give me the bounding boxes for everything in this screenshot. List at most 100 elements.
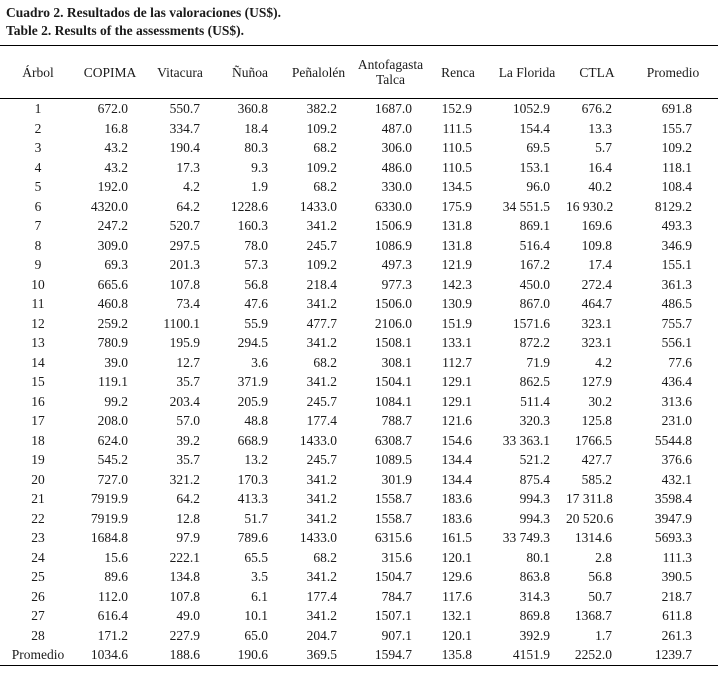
value-cell: 109.2	[661, 140, 692, 155]
value-cell: 129.6	[441, 569, 472, 584]
value-cell: 308.1	[381, 354, 412, 370]
value-cell: 313.6	[661, 393, 692, 409]
table-row: 18 624.0 39.2 668.9 1433.0 6308.7 154.6 33 363.…	[0, 431, 718, 451]
value-cell: 789.6	[237, 530, 268, 545]
value-cell: 203.4	[169, 393, 200, 409]
value-cell: 376.6	[661, 452, 692, 467]
table-row: 23 1684.8 97.9 789.6 1433.0 6315.6 161.5 33 749…	[0, 528, 718, 548]
value-cell: 341.2	[306, 471, 337, 487]
value-cell: 68.2	[313, 140, 337, 155]
value-cell: 55.9	[244, 315, 268, 331]
value-cell: 436.4	[661, 374, 692, 389]
value-cell: 4151.9	[512, 647, 550, 662]
value-cell: 183.6	[441, 491, 472, 506]
value-cell: 17 311.8	[566, 491, 613, 506]
caption-english: Table 2. Results of the assessments (US$…	[6, 22, 245, 38]
value-cell: 121.9	[441, 257, 472, 272]
value-cell: 556.1	[661, 335, 692, 350]
column-header: Promedio	[628, 45, 718, 99]
value-cell: 9.3	[251, 159, 268, 175]
value-cell: 195.9	[169, 335, 200, 350]
value-cell: 68.2	[313, 549, 337, 565]
value-cell: 1766.5	[574, 432, 612, 448]
value-cell: 125.8	[581, 413, 612, 428]
value-cell: 20 520.6	[566, 510, 614, 526]
value-cell: 15.6	[104, 549, 128, 565]
value-cell: 1507.1	[374, 608, 412, 623]
value-cell: 245.7	[306, 237, 337, 253]
value-cell: 1314.6	[574, 530, 612, 545]
value-cell: 51.7	[244, 510, 268, 526]
value-cell: 616.4	[97, 608, 128, 623]
value-cell: 18.4	[244, 120, 268, 136]
value-cell: 1034.6	[90, 647, 128, 662]
value-cell: 177.4	[306, 413, 337, 428]
value-cell: 107.8	[169, 276, 200, 292]
value-cell: 218.4	[306, 276, 337, 292]
table-row: 14 39.0 12.7 3.6 68.2 308.1 112.7 71.9 4.2 77.6	[0, 353, 718, 373]
tree-id-cell: 9	[34, 257, 42, 272]
tree-id-cell: 11	[31, 296, 45, 311]
value-cell: 320.3	[519, 413, 550, 428]
table-row: 1 672.0 550.7 360.8 382.2 1687.0 152.9 1052.9 67…	[0, 99, 718, 119]
value-cell: 231.0	[661, 413, 692, 428]
value-cell: 96.0	[526, 179, 550, 194]
value-cell: 297.5	[169, 237, 200, 253]
value-cell: 154.4	[519, 120, 550, 136]
value-cell: 16.8	[104, 120, 128, 136]
value-cell: 222.1	[169, 549, 200, 565]
value-cell: 2.8	[595, 549, 612, 565]
value-cell: 321.2	[169, 471, 200, 487]
value-cell: 341.2	[306, 374, 337, 389]
value-cell: 99.2	[104, 393, 128, 409]
table-row: 25 89.6 134.8 3.5 341.2 1504.7 129.6 863.8 56.8 3…	[0, 567, 718, 587]
value-cell: 862.5	[519, 374, 550, 389]
value-cell: 247.2	[97, 218, 128, 233]
table-row: 6 4320.0 64.2 1228.6 1433.0 6330.0 175.9 34 551…	[0, 197, 718, 217]
value-cell: 13.2	[244, 452, 268, 467]
value-cell: 7919.9	[90, 491, 128, 506]
table-row: 2 16.8 334.7 18.4 109.2 487.0 111.5 154.4 13.3 15…	[0, 119, 718, 139]
value-cell: 346.9	[661, 237, 692, 253]
value-cell: 1558.7	[374, 491, 412, 506]
value-cell: 361.3	[661, 276, 692, 292]
value-cell: 1684.8	[90, 530, 128, 545]
value-cell: 672.0	[97, 101, 128, 116]
value-cell: 516.4	[519, 237, 550, 253]
tree-id-cell: 22	[31, 510, 45, 526]
value-cell: 110.5	[442, 140, 472, 155]
value-cell: 153.1	[519, 159, 550, 175]
table-row: 24 15.6 222.1 65.5 68.2 315.6 120.1 80.1 2.8 111.…	[0, 548, 718, 568]
value-cell: 188.6	[169, 647, 200, 662]
value-cell: 134.4	[441, 471, 472, 487]
value-cell: 64.2	[176, 198, 200, 214]
value-cell: 382.2	[306, 101, 337, 116]
value-cell: 71.9	[526, 354, 550, 370]
value-cell: 12.7	[176, 354, 200, 370]
value-cell: 109.2	[306, 159, 337, 175]
value-cell: 1.9	[251, 179, 268, 194]
value-cell: 1052.9	[512, 101, 550, 116]
tree-id-cell: 13	[31, 335, 45, 350]
caption-spanish: Cuadro 2. Resultados de las valoraciones…	[6, 5, 282, 20]
value-cell: 1558.7	[374, 510, 412, 526]
value-cell: 3.5	[251, 569, 268, 584]
value-cell: 109.2	[306, 257, 337, 272]
value-cell: 65.0	[244, 627, 268, 643]
value-cell: 245.7	[306, 393, 337, 409]
value-cell: 315.6	[381, 549, 412, 565]
value-cell: 2106.0	[374, 315, 412, 331]
column-header: Árbol	[0, 45, 76, 99]
table-body: 1 672.0 550.7 360.8 382.2 1687.0 152.9 1052.9 67…	[0, 99, 718, 666]
value-cell: 152.9	[441, 101, 472, 116]
value-cell: 341.2	[306, 608, 337, 623]
tree-id-cell: 28	[31, 627, 45, 643]
value-cell: 1086.9	[374, 237, 412, 253]
column-header: Peñalolén	[284, 45, 353, 99]
value-cell: 585.2	[581, 471, 612, 487]
value-cell: 392.9	[519, 627, 550, 643]
value-cell: 259.2	[97, 315, 128, 331]
value-cell: 341.2	[306, 218, 337, 233]
value-cell: 170.3	[237, 471, 268, 487]
value-cell: 427.7	[581, 452, 612, 467]
